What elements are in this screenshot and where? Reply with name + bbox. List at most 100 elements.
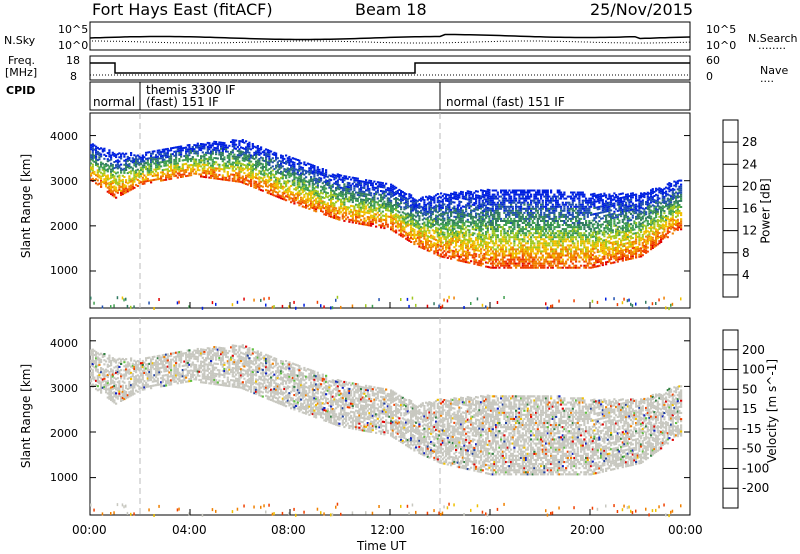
power-cell — [101, 148, 104, 151]
power-cell — [360, 184, 363, 187]
velocity-cell — [208, 378, 211, 381]
velocity-cell — [218, 383, 221, 386]
velocity-cell — [111, 381, 114, 384]
power-cell — [331, 183, 334, 186]
nsky-line — [89, 33, 691, 41]
velocity-cell — [326, 385, 329, 388]
velocity-cell — [93, 384, 96, 387]
power-cell — [323, 201, 326, 204]
nsearch-legend: ........ — [758, 39, 786, 52]
velocity-cell — [183, 352, 186, 355]
velocity-cell — [305, 369, 308, 372]
power-cell — [301, 189, 304, 192]
power-cell — [315, 190, 318, 192]
power-cell — [206, 168, 209, 171]
velocity-cell — [335, 413, 338, 416]
velocity-cell — [276, 370, 279, 373]
power-cell — [108, 153, 111, 156]
power-cell — [90, 146, 93, 149]
velocity-cell — [281, 362, 284, 365]
power-cell — [333, 206, 336, 209]
power-cell — [306, 189, 309, 191]
velocity-cell — [221, 373, 224, 376]
power-cell — [280, 156, 283, 159]
power-cell — [240, 180, 243, 183]
power-cell — [266, 153, 269, 156]
power-cell — [315, 194, 318, 196]
power-cell — [330, 211, 333, 214]
velocity-cell — [258, 383, 261, 386]
velocity-cell — [236, 384, 239, 387]
velocity-cell — [248, 379, 251, 382]
velocity-cell — [210, 374, 213, 377]
power-cell — [95, 145, 98, 148]
velocity-cell — [275, 360, 278, 363]
velocity-cell — [271, 389, 274, 392]
velocity-cell — [353, 395, 356, 398]
power-cell — [280, 187, 283, 189]
velocity-cell — [293, 400, 296, 403]
power-cell — [341, 215, 344, 218]
velocity-cell — [201, 348, 204, 351]
velocity-cell — [281, 377, 284, 380]
velocity-cell — [313, 389, 316, 392]
power-cell — [226, 154, 229, 157]
power-cell — [231, 165, 234, 168]
velocity-cell — [333, 416, 336, 419]
velocity-cell — [135, 377, 138, 380]
power-cell — [103, 153, 106, 156]
velocity-cell — [203, 377, 206, 380]
velocity-cell — [251, 383, 254, 386]
velocity-cell — [293, 379, 296, 382]
velocity-cell — [243, 385, 246, 388]
velocity-cell — [290, 372, 293, 375]
power-cell — [335, 207, 338, 210]
velocity-cell — [301, 397, 304, 400]
power-cell — [188, 172, 191, 175]
power-cell — [280, 183, 283, 185]
power-cell — [145, 151, 148, 154]
power-cell — [285, 185, 288, 187]
power-cell — [141, 180, 144, 183]
power-cell — [260, 156, 263, 159]
velocity-cell — [288, 363, 291, 366]
power-cell — [110, 180, 113, 183]
velocity-cell — [315, 399, 318, 402]
power-cell — [176, 162, 179, 165]
power-cell — [170, 159, 173, 162]
velocity-cell — [228, 360, 231, 363]
power-cell — [331, 173, 334, 176]
power-cell — [268, 178, 271, 181]
power-cell — [255, 172, 258, 175]
power-cell — [343, 211, 346, 214]
power-cell — [121, 189, 124, 192]
power-cell — [95, 147, 98, 150]
velocity-cell — [238, 378, 241, 381]
power-cell — [115, 156, 118, 159]
velocity-cell — [256, 391, 259, 394]
power-cell — [106, 170, 109, 173]
power-cell — [245, 174, 248, 177]
velocity-cell — [241, 387, 244, 390]
velocity-cell — [190, 355, 193, 358]
velocity-cell — [128, 395, 131, 398]
power-cell — [248, 141, 251, 144]
velocity-cell — [148, 373, 151, 376]
velocity-cell — [123, 391, 126, 394]
velocity-cell — [203, 363, 206, 366]
power-cell — [275, 172, 278, 175]
velocity-cell — [148, 377, 151, 380]
velocity-cell — [185, 352, 188, 355]
power-cell — [173, 160, 176, 163]
power-cell — [90, 166, 93, 169]
power-cell — [98, 156, 101, 159]
velocity-cell — [280, 370, 283, 373]
power-cell — [120, 157, 123, 160]
power-cell — [105, 155, 108, 157]
power-cell — [375, 221, 378, 224]
velocity-cell — [288, 404, 291, 407]
power-cell — [118, 182, 121, 185]
velocity-cell — [185, 368, 188, 371]
power-cell — [258, 186, 261, 189]
velocity-cell — [203, 350, 206, 353]
